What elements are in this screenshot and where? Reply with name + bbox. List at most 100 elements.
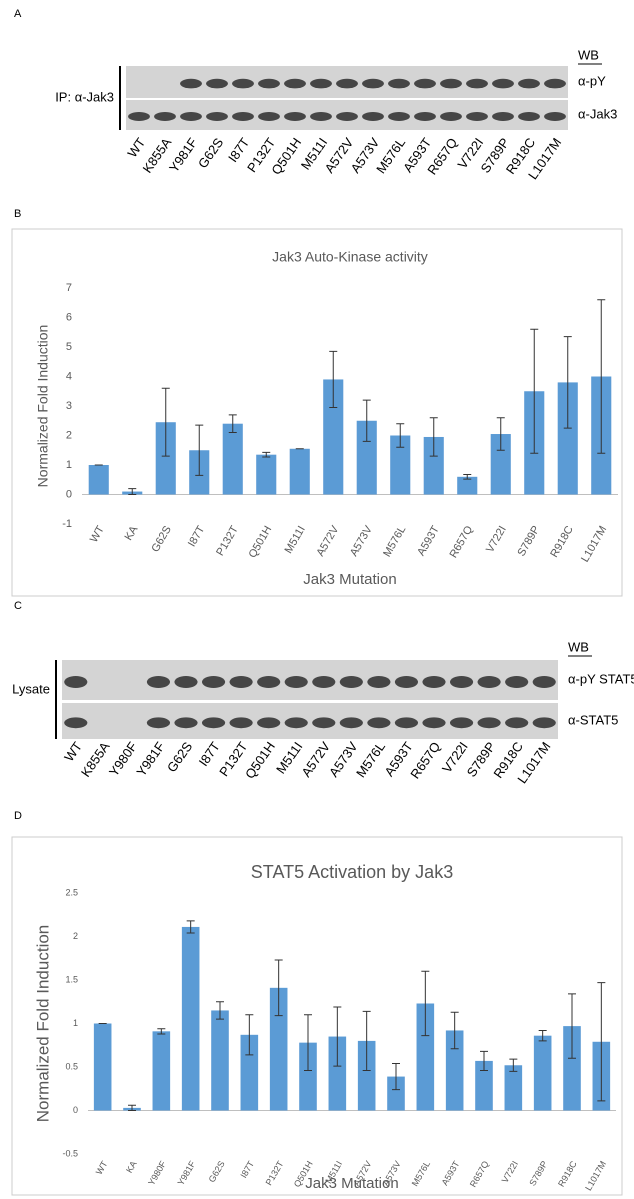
blot-band: [180, 79, 202, 89]
antibody-label: α-Jak3: [578, 106, 617, 121]
y-tick-label: 3: [66, 400, 72, 412]
y-tick-label: 4: [66, 370, 72, 382]
lane-label: G62S: [164, 739, 196, 775]
y-tick-label: 5: [66, 341, 72, 353]
blot-band: [206, 79, 228, 89]
blot-band: [492, 79, 514, 89]
bar: [223, 424, 243, 495]
chart-frame: [12, 837, 622, 1195]
bar: [256, 455, 276, 495]
lane-label: K855A: [78, 739, 113, 780]
y-tick-label: 0: [66, 488, 72, 500]
blot-band: [284, 79, 306, 89]
x-tick-label: I87T: [186, 524, 208, 549]
lane-label: M576L: [353, 739, 388, 780]
y-tick-label: 6: [66, 311, 72, 323]
blot-band: [174, 676, 197, 688]
x-tick-label: R657Q: [448, 524, 476, 561]
blot-band: [422, 717, 445, 728]
x-tick-label: WT: [88, 524, 107, 545]
blot-band: [257, 676, 280, 688]
antibody-label: α-STAT5: [568, 712, 618, 727]
x-tick-label: V722I: [484, 524, 509, 555]
blot-band: [230, 717, 253, 728]
blot-band: [466, 112, 488, 121]
blot-band: [336, 79, 358, 89]
x-tick-label: A593T: [415, 524, 442, 558]
x-tick-label: R918C: [556, 1159, 579, 1189]
y-tick-label: 1: [66, 459, 72, 471]
x-tick-label: P132T: [214, 524, 241, 558]
x-tick-label: L1017M: [583, 1159, 608, 1192]
chart-title: Jak3 Auto-Kinase activity: [272, 249, 428, 265]
y-tick-label: -0.5: [62, 1148, 78, 1158]
lane-label: Y980F: [106, 739, 140, 779]
chart-title: STAT5 Activation by Jak3: [251, 862, 453, 882]
blot-band: [533, 717, 556, 728]
wb-label: WB: [568, 639, 589, 654]
blot-band: [64, 676, 87, 688]
blot-band: [544, 112, 566, 121]
x-tick-label: A593T: [440, 1159, 462, 1187]
y-tick-label: 1: [73, 1018, 78, 1028]
lane-label: G62S: [195, 135, 227, 171]
x-axis-label: Jak3 Mutation: [303, 571, 396, 588]
panel-label: C: [14, 600, 22, 612]
blot-band: [505, 717, 528, 728]
blot-band: [367, 717, 390, 728]
blot-band: [440, 79, 462, 89]
x-tick-label: P132T: [264, 1159, 286, 1187]
blot-band: [258, 79, 280, 89]
x-tick-label: L1017M: [579, 524, 609, 564]
lane-label: Y981F: [133, 739, 167, 779]
blot-band: [230, 676, 253, 688]
bar: [182, 927, 200, 1111]
wb-label: WB: [578, 47, 599, 62]
blot-band: [466, 79, 488, 89]
blot-band: [340, 676, 363, 688]
blot-band: [232, 112, 254, 121]
blot-band: [232, 79, 254, 89]
x-tick-label: Q501H: [247, 524, 275, 560]
lane-label: Y981F: [166, 135, 200, 175]
blot-band: [492, 112, 514, 121]
blot-band: [257, 717, 280, 728]
blot-band: [340, 717, 363, 728]
panel-label: D: [14, 810, 22, 822]
blot-band: [147, 717, 170, 728]
x-tick-label: S789P: [515, 524, 542, 559]
x-tick-label: Y981F: [176, 1159, 198, 1187]
blot-band: [174, 717, 197, 728]
lane-label: WT: [124, 135, 148, 160]
x-tick-label: G62S: [207, 1159, 227, 1184]
blot-band: [440, 112, 462, 121]
figure: A B C D α-pYα-Jak3WTK855AY981FG62SI87TP1…: [0, 0, 634, 1199]
y-tick-label: 1.5: [65, 974, 78, 984]
bar: [534, 1036, 552, 1111]
x-tick-label: S789P: [527, 1159, 549, 1187]
blot-band: [414, 112, 436, 121]
y-tick-label: 2: [66, 429, 72, 441]
blot-band: [64, 717, 87, 728]
blot-band: [285, 676, 308, 688]
blot-band: [422, 676, 445, 688]
blot-band: [312, 717, 335, 728]
blot-band: [388, 112, 410, 121]
lane-label: R657Q: [407, 739, 443, 781]
blot-band: [367, 676, 390, 688]
blot-band: [518, 79, 540, 89]
blot-band: [202, 676, 225, 688]
antibody-label: α-pY: [578, 73, 606, 88]
lane-label: I87T: [196, 739, 223, 769]
blot-band: [284, 112, 306, 121]
x-tick-label: M576L: [381, 524, 408, 559]
x-tick-label: A573V: [348, 523, 375, 558]
y-tick-label: 0: [73, 1105, 78, 1115]
blot-band: [505, 676, 528, 688]
lane-label: WT: [61, 739, 85, 764]
blot-band: [414, 79, 436, 89]
blot-band: [310, 79, 332, 89]
x-tick-label: M511I: [283, 524, 308, 556]
y-tick-label: 0.5: [65, 1061, 78, 1071]
x-tick-label: KA: [123, 523, 141, 542]
